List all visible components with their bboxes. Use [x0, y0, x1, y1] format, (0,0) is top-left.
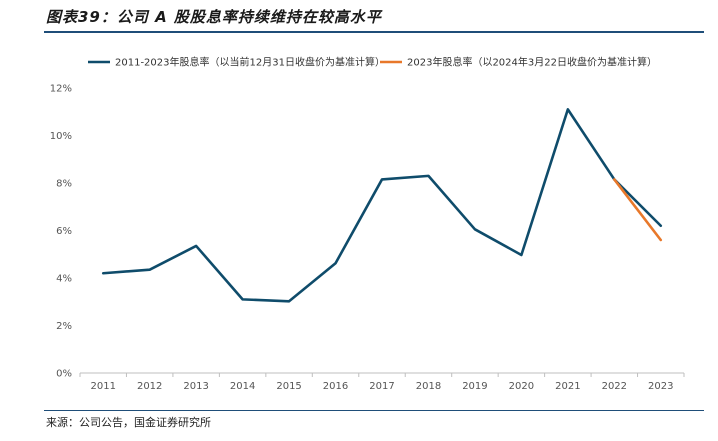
y-axis: 0% 2% 4% 6% 8% 10% 12%	[50, 84, 72, 380]
x-tick-label: 2015	[276, 381, 301, 392]
x-tick-label: 2012	[137, 381, 162, 392]
series-lines	[101, 108, 663, 303]
y-tick-label: 12%	[50, 84, 72, 95]
x-tick-label: 2023	[648, 381, 673, 392]
chart-title: 图表39：公司 A 股股息率持续维持在较高水平	[46, 8, 382, 26]
x-tick-label: 2014	[230, 381, 255, 392]
y-tick-label: 6%	[56, 226, 72, 237]
title-divider	[44, 31, 704, 33]
legend: 2011-2023年股息率（以当前12月31日收盘价为基准计算） 2023年股息率…	[88, 56, 657, 69]
footer-divider	[44, 410, 704, 411]
y-tick-label: 2%	[56, 321, 72, 332]
series-line-1	[101, 108, 663, 303]
line-chart: 2011-2023年股息率（以当前12月31日收盘价为基准计算） 2023年股息率…	[50, 56, 685, 392]
y-tick-label: 4%	[56, 274, 72, 285]
source-note: 来源：公司公告，国金证券研究所	[46, 416, 211, 429]
x-tick-label: 2022	[602, 381, 627, 392]
x-tick-label: 2013	[183, 381, 208, 392]
x-tick-label: 2019	[462, 381, 487, 392]
y-tick-label: 8%	[56, 179, 72, 190]
x-tick-label: 2011	[91, 381, 116, 392]
x-tick-label: 2018	[416, 381, 441, 392]
x-axis: 2011 2012 2013 2014 2015 2016 2017 2018 2019 2020…	[79, 372, 685, 392]
legend-label-2: 2023年股息率（以2024年3月22日收盘价为基准计算）	[407, 56, 657, 69]
x-tick-label: 2020	[509, 381, 534, 392]
x-tick-label: 2017	[369, 381, 394, 392]
x-tick-label: 2021	[555, 381, 580, 392]
x-tick-label: 2016	[323, 381, 348, 392]
legend-label-1: 2011-2023年股息率（以当前12月31日收盘价为基准计算）	[115, 56, 385, 69]
series-line-2	[613, 178, 663, 242]
y-tick-label: 0%	[56, 369, 72, 380]
y-tick-label: 10%	[50, 131, 72, 142]
